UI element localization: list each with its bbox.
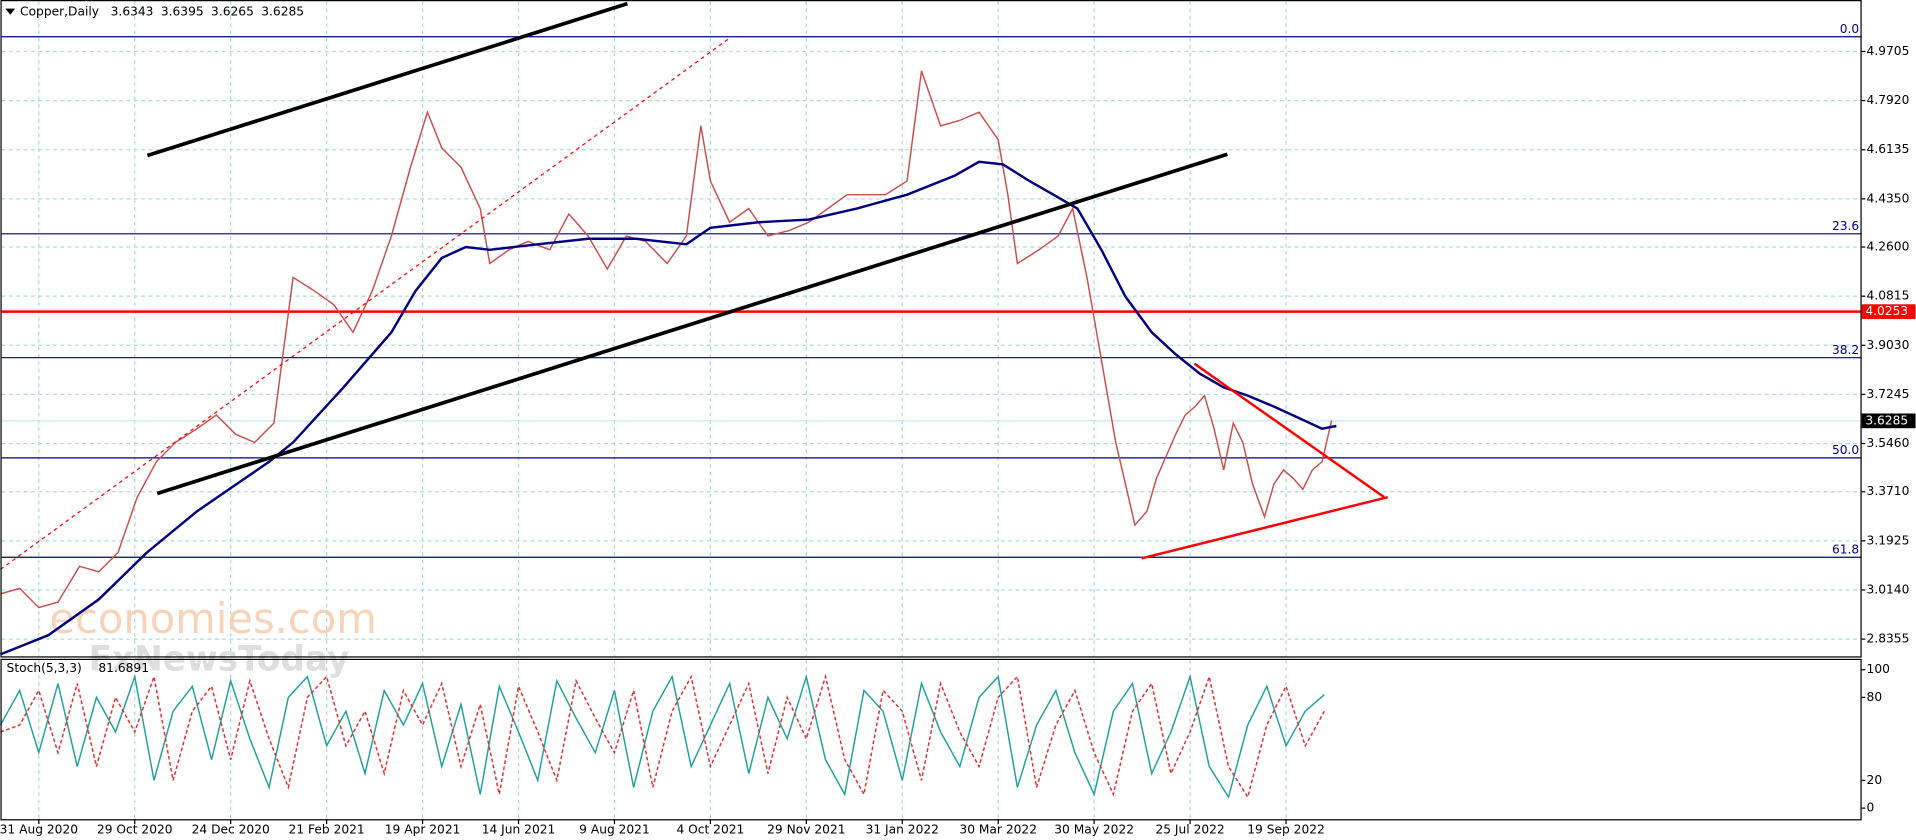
ohlc: 3.6343 3.6395 3.6265 3.6285 — [111, 5, 304, 19]
stoch-value: 81.6891 — [98, 661, 149, 675]
price-box-label: 4.0253 — [1865, 304, 1908, 318]
x-tick-label: 30 May 2022 — [1054, 823, 1134, 837]
x-tick-label: 30 Mar 2022 — [959, 823, 1037, 837]
fib-label: 0.0 — [1840, 22, 1859, 36]
x-tick-label: 19 Apr 2021 — [385, 823, 461, 837]
series-line — [0, 160, 1337, 656]
ohlc-value: 3.6265 — [211, 5, 254, 19]
y-tick-label: 4.0815 — [1867, 289, 1910, 303]
y-tick-label: 3.1925 — [1867, 533, 1910, 547]
stoch-frame — [0, 658, 1862, 821]
x-tick-label: 14 Jun 2021 — [482, 823, 556, 837]
triangle-upper — [1193, 362, 1385, 499]
y-tick-label: 4.9705 — [1867, 44, 1910, 58]
price-box-label: 3.6285 — [1865, 413, 1908, 427]
menu-arrow — [5, 8, 16, 15]
fib-label: 61.8 — [1832, 542, 1859, 556]
chart-title: Copper,Daily — [20, 5, 99, 19]
price-box — [1861, 304, 1916, 319]
x-tick-label: 29 Oct 2020 — [97, 823, 173, 837]
channel-lower — [156, 152, 1228, 496]
x-tick-label: 29 Nov 2021 — [767, 823, 845, 837]
fib-label: 50.0 — [1832, 443, 1859, 457]
y-tick-label: 4.4350 — [1867, 191, 1910, 205]
ohlc-value: 3.6395 — [161, 5, 204, 19]
y-tick-label: 3.5460 — [1867, 436, 1910, 450]
y-tick-label: 4.2600 — [1867, 240, 1910, 254]
x-tick-label: 21 Feb 2021 — [289, 823, 365, 837]
x-tick-label: 31 Jan 2022 — [866, 823, 939, 837]
triangle-lower — [1141, 495, 1389, 560]
series-line — [0, 673, 1325, 799]
ohlc-value: 3.6343 — [111, 5, 154, 19]
y-tick-label: 20 — [1867, 773, 1883, 787]
y-tick-label: 3.0140 — [1867, 582, 1910, 596]
x-tick-label: 31 Aug 2020 — [0, 823, 78, 837]
y-tick-label: 100 — [1867, 662, 1890, 676]
y-tick-label: 80 — [1867, 690, 1883, 704]
series-line — [0, 673, 1326, 799]
stoch-title: Stoch(5,3,3) — [7, 661, 82, 675]
price-box — [1861, 413, 1916, 429]
levels: 0.0 23.6 38.2 50.0 61.8 — [1, 22, 1862, 558]
grid — [1, 1, 1862, 820]
x-tick-label: 24 Dec 2020 — [192, 823, 270, 837]
fib-label: 23.6 — [1832, 219, 1859, 233]
y-tick-label: 3.3710 — [1867, 484, 1910, 498]
x-tick-label: 25 Jul 2022 — [1155, 823, 1224, 837]
x-tick-label: 4 Oct 2021 — [676, 823, 744, 837]
series-line — [0, 70, 1333, 609]
y-tick-label: 4.6135 — [1867, 142, 1910, 156]
y-tick-label: 0 — [1867, 801, 1875, 815]
y-tick-label: 3.7245 — [1867, 387, 1910, 401]
y-tick-label: 2.8355 — [1867, 632, 1910, 646]
ohlc-value: 3.6285 — [261, 5, 304, 19]
fib-label: 38.2 — [1832, 343, 1859, 357]
plot — [0, 70, 1337, 799]
x-tick-label: 19 Sep 2022 — [1247, 823, 1325, 837]
trend-lines — [0, 1, 1389, 570]
channel-upper — [146, 1, 628, 158]
price-frame — [0, 0, 1862, 658]
x-tick-label: 9 Aug 2021 — [579, 823, 650, 837]
y-tick-label: 4.7920 — [1867, 93, 1910, 107]
axes: 31 Aug 2020 29 Oct 2020 24 Dec 2020 21 Feb … — [0, 44, 1916, 837]
y-tick-label: 3.9030 — [1867, 338, 1910, 352]
watermark: economies.com — [49, 594, 376, 643]
